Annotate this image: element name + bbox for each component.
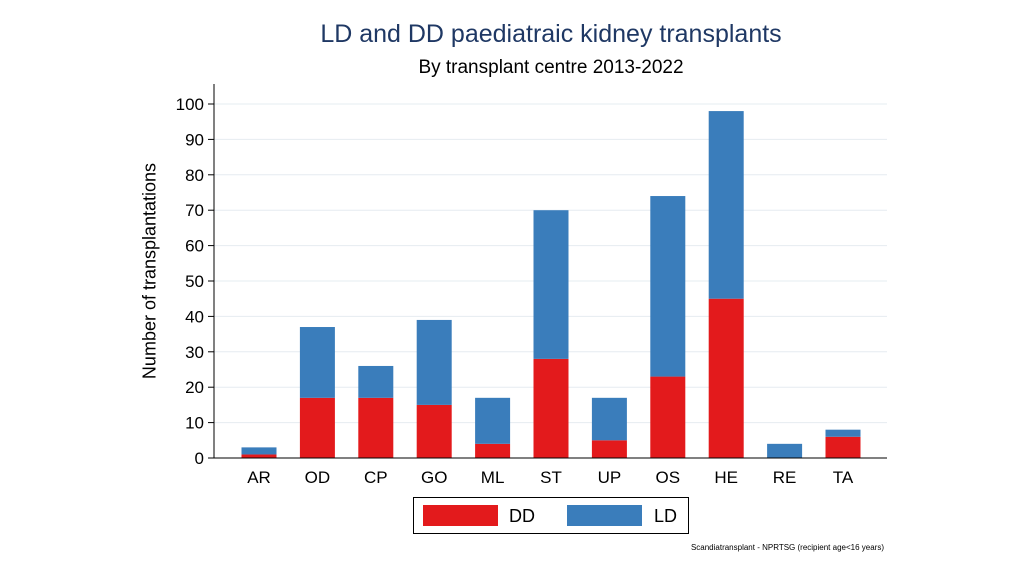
- bar-ld-ar: [241, 447, 277, 455]
- bar-ld-ta: [825, 429, 861, 437]
- y-tick-label: 90: [185, 130, 204, 149]
- x-tick-label: TA: [833, 468, 854, 487]
- legend: DD LD: [413, 497, 689, 534]
- x-tick-label: OD: [305, 468, 331, 487]
- bar-dd-ar: [241, 454, 277, 458]
- y-tick-label: 20: [185, 378, 204, 397]
- source-note: Scandiatransplant - NPRTSG (recipient ag…: [690, 543, 884, 552]
- y-tick-label: 80: [185, 166, 204, 185]
- y-axis-label: Number of transplantations: [139, 162, 160, 380]
- chart-subtitle: By transplant centre 2013-2022: [418, 57, 684, 78]
- bar-dd-st: [533, 358, 569, 458]
- bar-ld-go: [416, 319, 452, 405]
- bar-ld-od: [299, 327, 335, 398]
- x-tick-label: GO: [421, 468, 447, 487]
- x-tick-label: ML: [481, 468, 505, 487]
- bar-ld-ml: [475, 397, 511, 444]
- x-tick-label: CP: [364, 468, 388, 487]
- x-tick-label: AR: [247, 468, 271, 487]
- bar-ld-re: [767, 443, 803, 458]
- legend-label-ld: LD: [654, 506, 678, 526]
- bar-ld-cp: [358, 365, 394, 398]
- y-tick-label: 0: [195, 449, 204, 468]
- legend-swatch-dd: [423, 505, 498, 526]
- x-tick-label: RE: [773, 468, 797, 487]
- chart-title: LD and DD paediatraic kidney transplants: [320, 20, 782, 48]
- x-tick-label: HE: [714, 468, 738, 487]
- bar-dd-os: [650, 376, 686, 458]
- bar-dd-cp: [358, 397, 394, 458]
- bar-ld-st: [533, 210, 569, 359]
- y-tick-label: 70: [185, 201, 204, 220]
- y-tick-label: 60: [185, 237, 204, 256]
- x-tick-label: OS: [656, 468, 681, 487]
- legend-label-dd: DD: [509, 506, 535, 526]
- bar-dd-he: [708, 298, 744, 458]
- legend-swatch-ld: [567, 505, 642, 526]
- bar-dd-od: [299, 397, 335, 458]
- bar-ld-he: [708, 111, 744, 299]
- y-tick-label: 40: [185, 307, 204, 326]
- y-tick-label: 10: [185, 414, 204, 433]
- x-tick-label: ST: [540, 468, 562, 487]
- y-tick-label: 50: [185, 272, 204, 291]
- bar-dd-ml: [475, 443, 511, 458]
- x-tick-label: UP: [598, 468, 622, 487]
- y-tick-label: 100: [176, 95, 204, 114]
- y-tick-label: 30: [185, 343, 204, 362]
- bar-dd-up: [591, 440, 627, 458]
- bar-ld-os: [650, 196, 686, 377]
- bar-dd-ta: [825, 436, 861, 458]
- bar-dd-go: [416, 404, 452, 458]
- bar-ld-up: [591, 397, 627, 441]
